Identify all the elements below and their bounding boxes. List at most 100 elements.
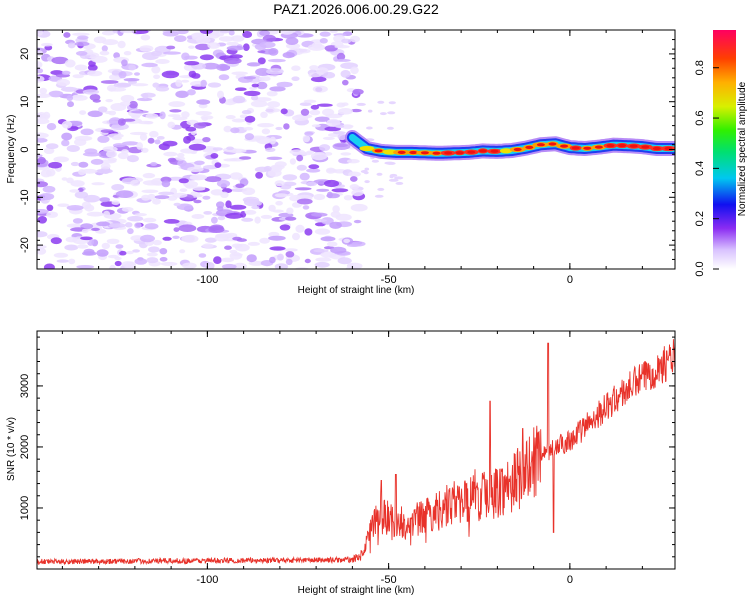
noise-blob: [225, 200, 232, 208]
y-tick-label: 20: [19, 48, 31, 60]
noise-blob: [97, 135, 110, 143]
noise-blob: [45, 143, 59, 150]
noise-blob: [186, 89, 196, 96]
noise-blob: [319, 31, 331, 37]
noise-blob: [66, 177, 74, 184]
noise-blob: [112, 143, 126, 148]
noise-blob: [329, 221, 342, 229]
noise-blob: [87, 70, 103, 77]
noise-blob: [115, 244, 124, 249]
noise-blob: [111, 184, 125, 191]
noise-blob: [259, 41, 276, 48]
noise-blob: [352, 88, 364, 95]
noise-blob: [330, 246, 347, 254]
noise-blob: [43, 147, 55, 154]
noise-blob: [239, 114, 248, 119]
noise-blob: [129, 131, 148, 136]
noise-blob: [142, 217, 157, 223]
noise-blob: [242, 187, 256, 196]
noise-blob: [225, 115, 236, 120]
noise-blob: [163, 151, 178, 157]
noise-blob: [37, 137, 48, 143]
noise-blob: [263, 165, 272, 172]
noise-blob: [198, 103, 208, 109]
noise-blob: [151, 50, 163, 57]
noise-blob: [300, 108, 310, 116]
noise-blob: [57, 203, 70, 207]
noise-blob: [265, 106, 276, 114]
noise-blob: [100, 159, 117, 164]
noise-blob: [380, 112, 387, 116]
noise-blob: [258, 76, 271, 82]
noise-blob: [306, 181, 317, 187]
noise-blob: [304, 228, 313, 236]
noise-blob: [377, 187, 385, 191]
noise-blob: [331, 188, 349, 193]
noise-blob: [216, 179, 231, 188]
noise-blob: [84, 148, 98, 155]
noise-blob: [244, 115, 256, 123]
noise-blob: [160, 261, 178, 266]
noise-blob: [219, 30, 230, 34]
noise-blob: [259, 30, 270, 36]
noise-blob: [147, 137, 155, 144]
noise-blob: [72, 32, 90, 36]
ridge-peak: [397, 150, 406, 154]
noise-blob: [350, 108, 362, 113]
noise-blob: [277, 253, 284, 261]
ridge-peak: [490, 149, 499, 153]
noise-blob: [314, 218, 327, 223]
noise-blob: [314, 116, 330, 122]
noise-blob: [91, 182, 105, 186]
noise-blob: [282, 52, 295, 59]
noise-blob: [343, 238, 351, 243]
noise-blob: [121, 149, 129, 155]
noise-blob: [202, 137, 211, 143]
ridge-peak: [571, 146, 580, 150]
noise-blob: [162, 31, 179, 37]
noise-blob: [117, 40, 126, 49]
noise-blob: [323, 71, 336, 79]
noise-blob: [156, 136, 165, 140]
ridge-peak: [444, 151, 453, 155]
noise-blob: [144, 223, 159, 230]
noise-blob: [272, 209, 284, 213]
noise-blob: [243, 126, 254, 131]
noise-blob: [41, 42, 53, 47]
noise-blob: [315, 257, 332, 262]
noise-blob: [208, 226, 225, 233]
noise-blob: [242, 43, 250, 51]
noise-blob: [230, 127, 240, 134]
noise-blob: [343, 195, 353, 201]
noise-blob: [268, 48, 279, 56]
noise-blob: [74, 64, 88, 71]
noise-blob: [314, 261, 330, 268]
noise-blob: [255, 68, 271, 76]
noise-blob: [251, 205, 260, 210]
noise-blob: [175, 79, 183, 87]
noise-blob: [37, 75, 45, 83]
ridge-peak: [432, 151, 441, 155]
noise-blob: [146, 252, 158, 257]
noise-blob: [91, 227, 100, 231]
noise-blob: [173, 202, 181, 207]
noise-blob: [257, 123, 274, 128]
colorbar-tick-label: 0.4: [694, 161, 706, 176]
noise-blob: [115, 190, 134, 199]
noise-blob: [140, 34, 151, 41]
noise-blob: [302, 205, 310, 210]
noise-blob: [37, 154, 43, 158]
noise-blob: [119, 250, 127, 256]
noise-blob: [269, 256, 276, 264]
noise-blob: [37, 118, 50, 125]
noise-blob: [98, 106, 108, 113]
noise-blob: [257, 50, 266, 54]
noise-blob: [218, 36, 235, 42]
noise-blob: [46, 123, 57, 131]
noise-blob: [162, 236, 172, 241]
noise-blob: [142, 180, 161, 186]
noise-blob: [284, 248, 298, 252]
noise-blob: [172, 116, 188, 121]
noise-blob: [198, 253, 207, 258]
noise-blob: [349, 184, 360, 190]
